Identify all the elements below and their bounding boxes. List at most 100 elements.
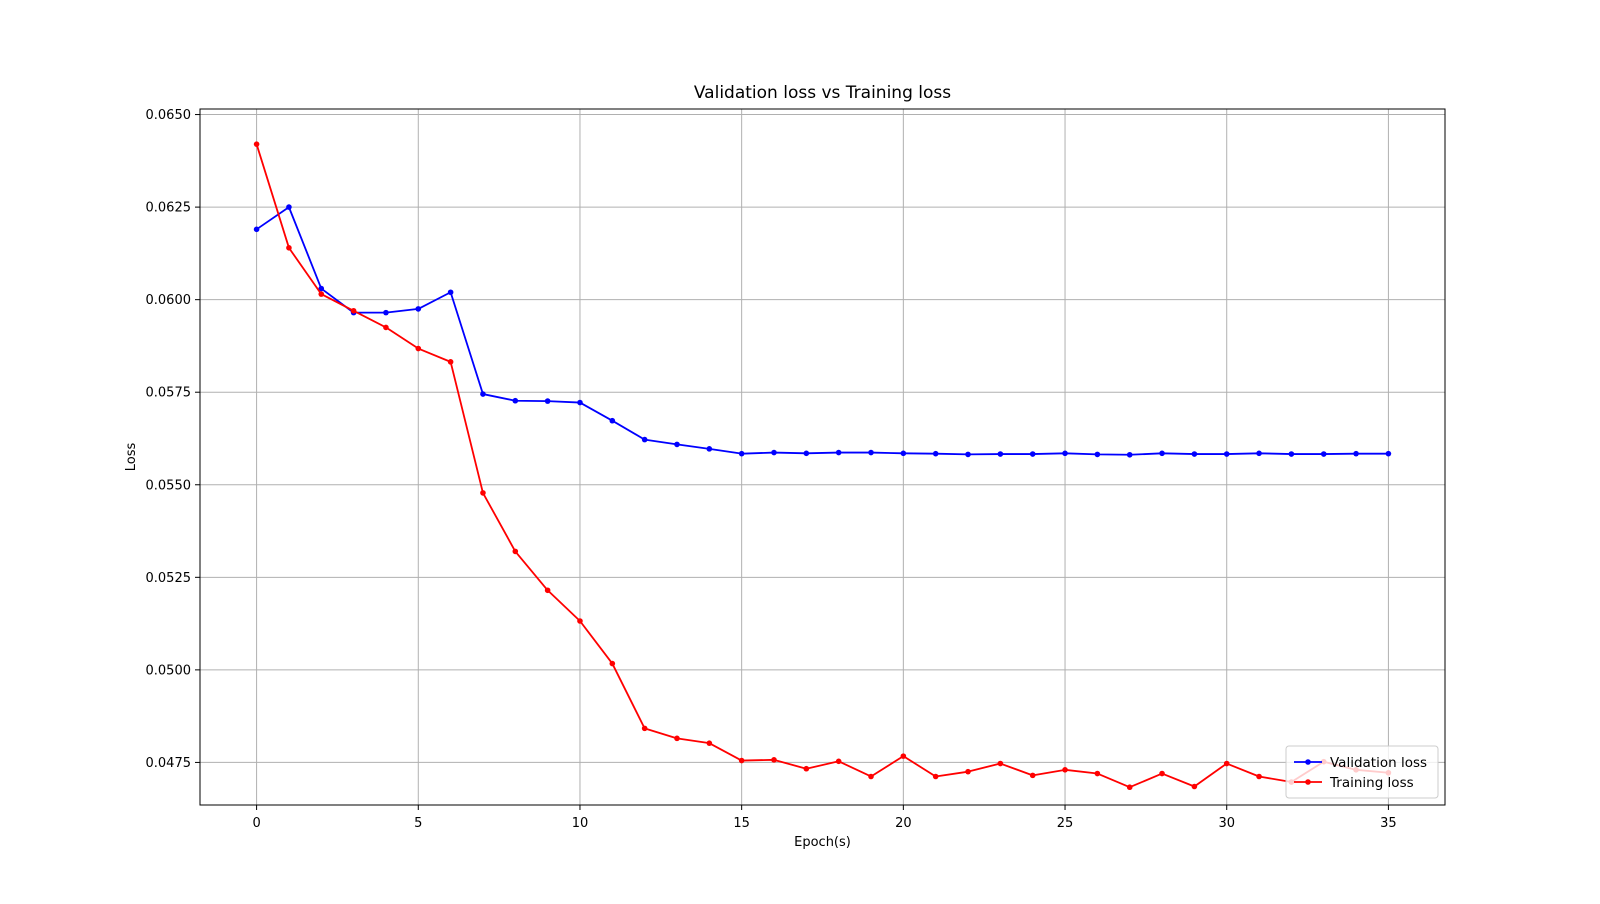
legend-box [1285,745,1439,799]
data-point [674,441,680,448]
x-tick-label: 25 [1057,816,1074,831]
plot-frame [199,108,1446,806]
y-axis-label: Loss [124,443,139,472]
series-line-validation-loss [256,206,1389,456]
data-point [1029,451,1036,457]
data-point [641,725,648,732]
data-point [350,307,357,314]
data-point [803,450,810,457]
data-point [253,226,260,233]
y-tick-label: 0.0600 [146,293,192,308]
data-point [447,289,454,296]
chart-title: Validation loss vs Training loss [694,83,951,103]
data-point [1385,450,1392,457]
series-line-training-loss [255,143,1389,789]
grid [200,109,1445,805]
y-tick-label: 0.0650 [146,108,192,123]
data-point [1256,450,1262,457]
data-point [609,417,616,424]
data-point [932,773,939,780]
data-point [706,446,713,452]
x-tick-label: 30 [1218,816,1235,831]
data-point [1191,783,1198,790]
data-point [1353,450,1359,457]
data-point [318,291,325,297]
data-point [512,397,519,404]
x-axis-label: Epoch(s) [794,835,851,850]
data-point [803,765,810,772]
x-tick-label: 0 [252,816,260,831]
y-tick-label: 0.0575 [146,386,192,401]
data-point [383,309,389,316]
data-point [900,753,907,759]
data-point [1288,451,1295,457]
data-point [1320,451,1327,457]
data-point [641,436,648,443]
data-point [997,451,1004,457]
x-tick-label: 10 [572,816,589,831]
y-tick-label: 0.0625 [146,201,192,216]
x-tick-label: 20 [895,816,912,831]
data-point [738,757,745,764]
data-point [965,451,971,458]
x-tick-label: 35 [1380,816,1397,831]
legend-label: Training loss [1329,775,1414,791]
legend-swatch-marker [1305,779,1311,785]
data-point [1126,451,1133,458]
legend-label: Validation loss [1330,755,1427,771]
data-point [415,345,422,352]
x-axis-ticks: 0 5 10 15 20 25 30 35 [252,805,1397,831]
data-point [771,449,777,456]
x-tick-label: 15 [733,816,750,831]
data-point [1191,451,1198,457]
data-point [868,773,874,780]
data-point [1094,770,1101,777]
data-point [1223,451,1230,457]
data-point [1094,451,1101,458]
x-tick-label: 5 [414,816,422,831]
data-point [1062,767,1068,773]
data-point [544,587,551,594]
data-point [577,399,583,406]
legend-swatch-marker [1305,759,1311,765]
data-point [900,450,907,457]
y-tick-label: 0.0500 [146,663,192,678]
data-point [868,449,874,456]
data-point [835,758,842,765]
data-point [674,735,680,742]
data-point [544,398,551,404]
data-point [738,450,745,457]
data-point [286,245,292,251]
data-point [577,618,583,624]
data-point [480,490,486,496]
data-point [383,324,389,331]
y-tick-label: 0.0475 [146,756,192,771]
data-point [447,359,454,365]
data-point [932,450,939,457]
data-point [1256,773,1262,780]
data-point [1159,450,1165,457]
data-point [997,760,1004,767]
data-point [835,449,842,456]
data-point [1062,450,1068,457]
data-point [706,740,713,746]
data-point [771,757,777,763]
data-point [512,548,519,555]
data-point [965,768,971,775]
data-point [253,141,260,147]
y-tick-label: 0.0550 [146,478,192,493]
y-tick-label: 0.0525 [146,571,192,586]
data-point [480,391,486,397]
data-point [609,660,616,667]
data-point [415,306,422,312]
data-point [318,285,325,292]
data-point [286,204,292,210]
data-point [1029,772,1036,779]
data-point [1223,760,1230,767]
data-point [1159,770,1165,777]
legend: Validation loss Training loss [1285,745,1439,799]
y-axis-ticks: 0.0475 0.0500 0.0525 0.0550 0.0575 0.0600 0.06… [146,108,200,771]
data-point [1126,784,1133,791]
